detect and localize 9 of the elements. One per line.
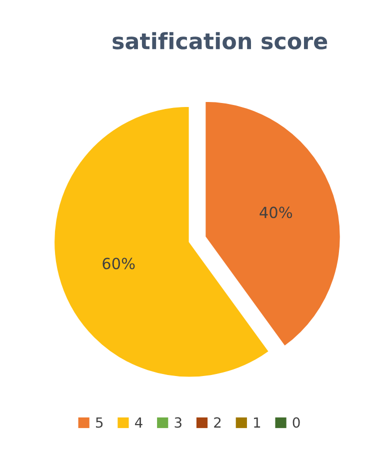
legend-label: 0 [292,417,300,428]
legend-label: 4 [135,417,142,428]
legend-label: 5 [96,417,103,428]
data-label: 60% [102,258,135,270]
legend-label: 3 [174,417,182,428]
legend-label: 1 [254,417,260,428]
legend-label: 2 [214,417,221,428]
chart-title: satification score [112,32,328,50]
data-label: 40% [260,206,292,218]
